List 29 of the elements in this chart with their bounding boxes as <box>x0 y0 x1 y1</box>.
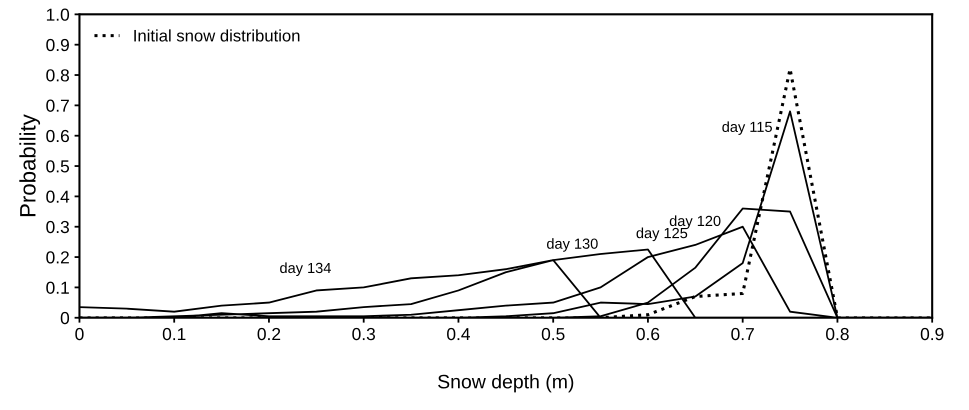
x-tick-label: 0.3 <box>352 328 376 340</box>
annotation: day 115 <box>722 121 772 135</box>
y-tick-label: 0.6 <box>46 130 69 142</box>
annotation: day 120 <box>670 215 720 229</box>
x-tick-label: 0.5 <box>542 328 565 340</box>
y-tick-label: 0.8 <box>46 69 69 82</box>
annotation: day 125 <box>636 228 688 242</box>
x-tick-label: 0.1 <box>162 328 186 340</box>
annotation: day 130 <box>546 238 598 252</box>
y-axis-title: Probability <box>19 114 40 216</box>
y-tick-label: 0.4 <box>46 190 70 203</box>
y-tick-label: 0.7 <box>46 100 69 112</box>
x-tick-label: 0.7 <box>731 328 754 340</box>
x-tick-label: 0 <box>75 328 84 340</box>
y-tick-label: 0.5 <box>46 160 70 173</box>
x-tick-label: 0.9 <box>920 328 944 340</box>
annotation: day 134 <box>280 262 331 276</box>
legend-label: Initial snow distribution <box>134 29 300 42</box>
x-tick-label: 0.8 <box>826 328 849 340</box>
x-axis-title: Snow depth (m) <box>438 374 574 392</box>
y-tick-label: 1.0 <box>46 8 70 21</box>
y-tick-label: 0.9 <box>46 38 69 52</box>
x-tick-label: 0.6 <box>636 328 660 340</box>
y-tick-label: 0.1 <box>46 282 69 294</box>
x-tick-label: 0.2 <box>258 328 280 340</box>
y-tick-label: 0 <box>60 312 70 324</box>
y-tick-label: 0.3 <box>46 220 69 234</box>
y-tick-label: 0.2 <box>46 251 69 264</box>
x-tick-label: 0.4 <box>447 328 470 340</box>
